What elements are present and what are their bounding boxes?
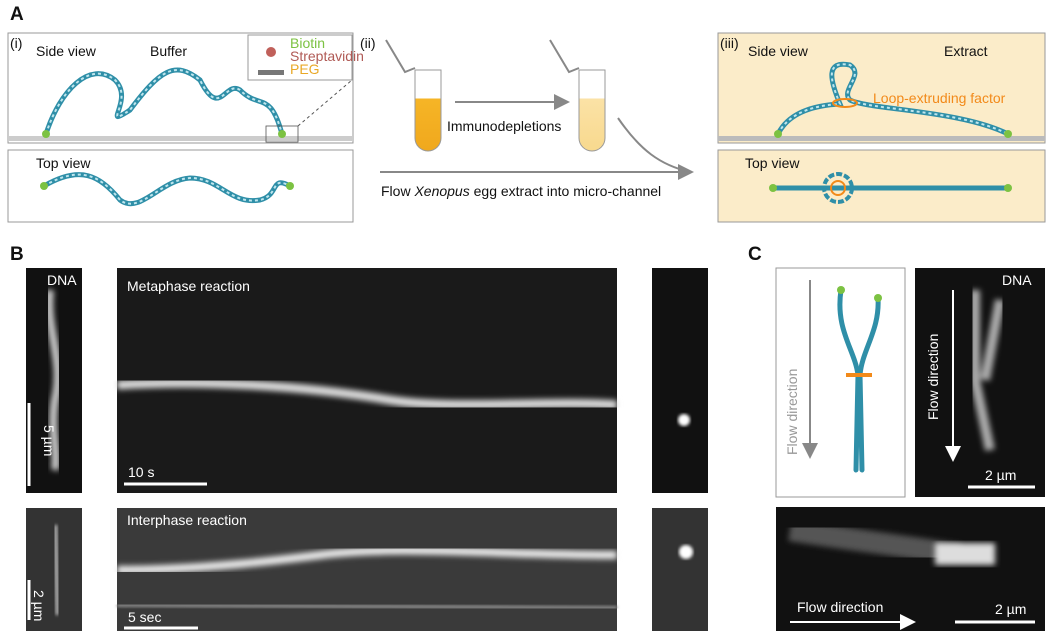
text-italic: Xenopus xyxy=(414,183,469,199)
biotin xyxy=(769,184,777,192)
sub-label: (ii) xyxy=(360,35,376,51)
panel-label: C xyxy=(748,244,762,265)
scale-label: 2 µm xyxy=(985,467,1016,483)
figure: A (i) Side view Buffer Biotin Streptavid… xyxy=(0,0,1050,631)
tube xyxy=(415,70,441,151)
biotin xyxy=(1004,130,1012,138)
label: Top view xyxy=(745,155,800,171)
label: Side view xyxy=(748,43,809,59)
label: Flow direction xyxy=(925,334,941,420)
label: Buffer xyxy=(150,43,187,59)
tube xyxy=(579,70,605,151)
panel-label: A xyxy=(10,4,24,25)
sub-label: (i) xyxy=(10,35,22,51)
spot xyxy=(679,545,693,559)
annotation: Loop-extruding factor xyxy=(873,90,1006,106)
text: egg extract into micro-channel xyxy=(470,183,661,199)
biotin xyxy=(286,182,294,190)
spot xyxy=(678,414,690,426)
legend: PEG xyxy=(290,61,320,77)
sub-label: (iii) xyxy=(720,35,739,51)
scale-label: 2 µm xyxy=(995,601,1026,617)
panel-label: B xyxy=(10,244,24,265)
label: Metaphase reaction xyxy=(127,278,250,294)
arrow xyxy=(618,118,690,172)
peg-surface xyxy=(258,70,284,75)
biotin xyxy=(774,130,782,138)
surface xyxy=(718,136,1045,141)
page: {"panel_a":{"label":"A", "i":{"label":"(… xyxy=(0,0,1050,631)
scale-label: 2 µm xyxy=(31,590,47,621)
label: DNA xyxy=(1002,272,1032,288)
surface xyxy=(8,136,353,141)
biotin xyxy=(874,294,882,302)
scale-label: 5 µm xyxy=(41,425,57,456)
label: Top view xyxy=(36,155,91,171)
biotin xyxy=(1004,184,1012,192)
text: Flow xyxy=(381,183,414,199)
pipette xyxy=(550,40,579,72)
biotin xyxy=(278,130,286,138)
streptavidin xyxy=(266,47,276,57)
label: Flow direction xyxy=(784,369,800,455)
flow-caption: Flow Xenopus egg extract into micro-chan… xyxy=(381,183,661,199)
biotin xyxy=(42,130,50,138)
biotin xyxy=(40,182,48,190)
pipette xyxy=(386,40,415,72)
label: Extract xyxy=(944,43,988,59)
label: DNA xyxy=(47,272,77,288)
image xyxy=(652,508,708,631)
step-label: Immunodepletions xyxy=(447,118,561,134)
label: Interphase reaction xyxy=(127,512,247,528)
label: Side view xyxy=(36,43,97,59)
scale-label: 5 sec xyxy=(128,609,161,625)
label: Flow direction xyxy=(797,599,883,615)
scale-label: 10 s xyxy=(128,464,154,480)
dna-signal xyxy=(55,525,58,615)
dna-blob xyxy=(935,543,995,565)
biotin xyxy=(837,286,845,294)
